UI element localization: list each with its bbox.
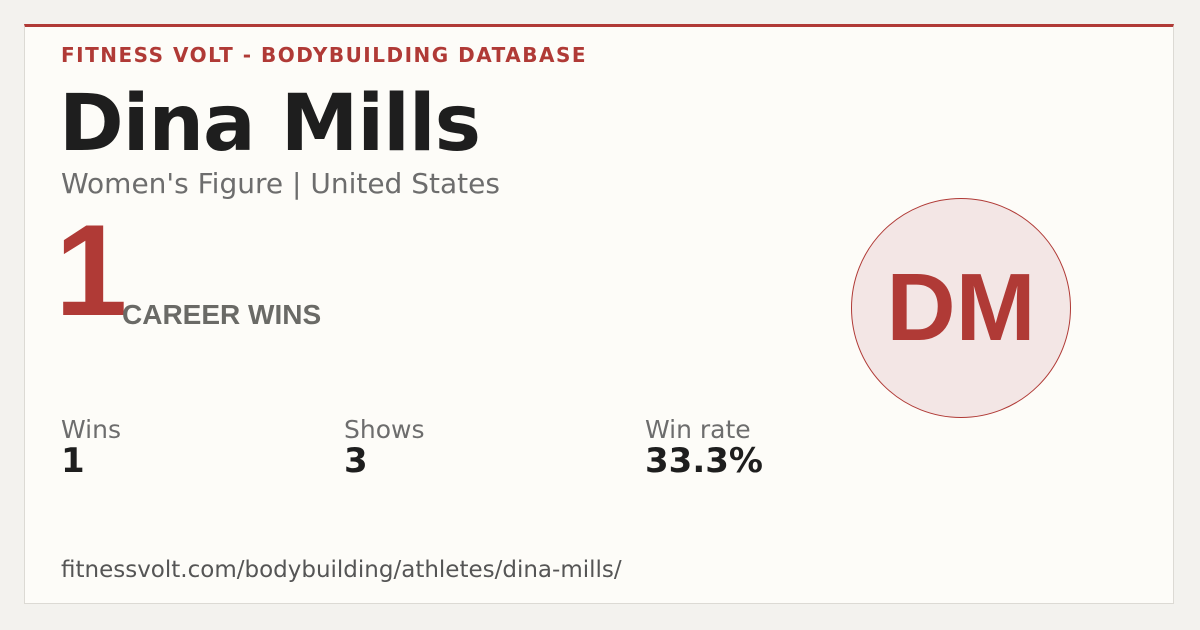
stat: Win rate 33.3% [645, 415, 763, 478]
stat: Wins 1 [61, 415, 121, 478]
athlete-name: Dina Mills [59, 79, 481, 169]
stat-label: Win rate [645, 415, 751, 444]
stat-value: 33.3% [645, 441, 763, 481]
athlete-subtitle: Women's Figure | United States [61, 167, 500, 200]
site-name: FITNESS VOLT - BODYBUILDING DATABASE [61, 43, 588, 67]
stat-value: 1 [61, 441, 85, 481]
stat-value: 3 [344, 441, 368, 481]
headline-label: CAREER WINS [122, 299, 322, 330]
headline-number: 1 [55, 197, 128, 343]
card: FITNESS VOLT - BODYBUILDING DATABASE Din… [24, 24, 1174, 604]
avatar: DM [851, 198, 1071, 418]
stat-label: Wins [61, 415, 121, 444]
stat-label: Shows [344, 415, 425, 444]
url: fitnessvolt.com/bodybuilding/athletes/di… [61, 557, 622, 583]
stat: Shows 3 [344, 415, 424, 478]
